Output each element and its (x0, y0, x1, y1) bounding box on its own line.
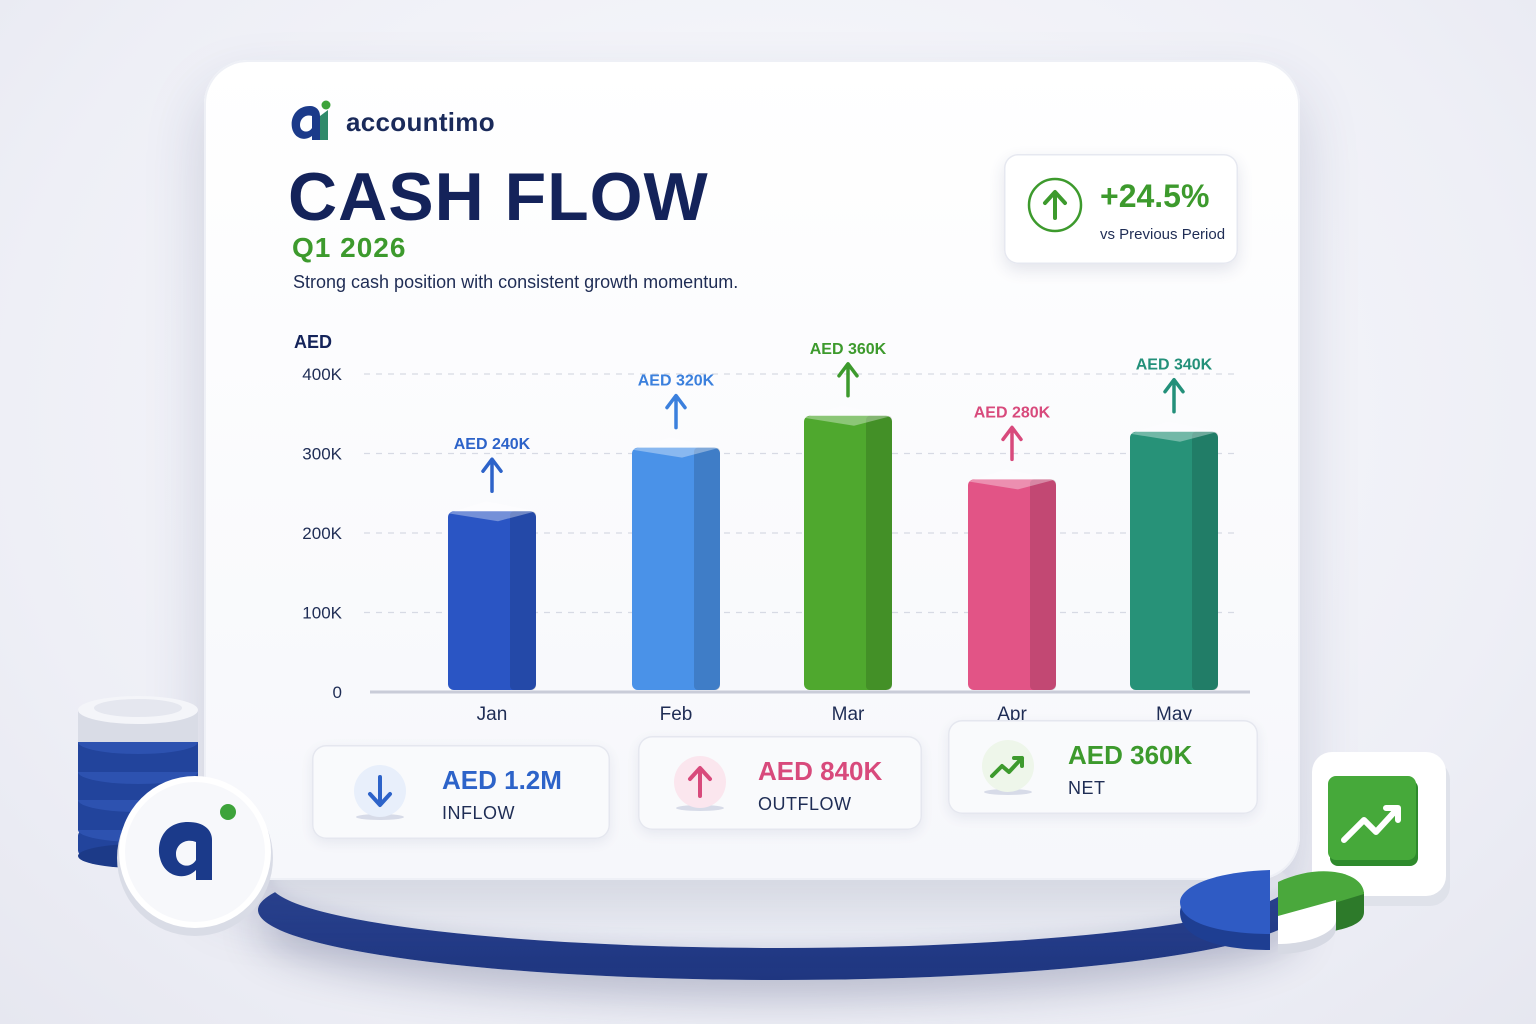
pie-chart-icon (1180, 870, 1364, 954)
bar-data-label: AED 320K (638, 373, 715, 390)
bar-arrow-up-icon (1001, 425, 1023, 462)
bar-top (632, 437, 720, 458)
arrow-down-icon (354, 765, 406, 820)
bar-top (804, 405, 892, 426)
tagline: Strong cash position with consistent gro… (293, 272, 739, 292)
summary-card-inflow: AED 1.2M INFLOW (312, 745, 610, 839)
x-category-label: Feb (660, 704, 693, 725)
trend-tile-icon (1312, 752, 1450, 906)
x-category-label: Apr (997, 704, 1027, 725)
y-tick-layer: 0 100K 200K 300K 400K (302, 365, 342, 702)
bar-side (1030, 479, 1056, 690)
bar-data-label: AED 240K (454, 436, 531, 453)
outflow-value: AED 840K (758, 756, 883, 786)
logo-coin-icon (117, 776, 273, 936)
page-title: CASH FLOW (288, 159, 709, 235)
bar-front (804, 415, 892, 690)
trend-up-icon (982, 740, 1034, 795)
kpi-card: +24.5% vs Previous Period (1004, 154, 1238, 264)
bar-arrow-up-icon (481, 457, 503, 493)
bar-side (694, 447, 720, 690)
bar-front (1130, 431, 1218, 690)
arrow-up-icon (1027, 177, 1083, 233)
bar-top (1130, 421, 1218, 442)
outflow-label: OUTFLOW (758, 794, 852, 814)
y-tick-label: 100K (302, 604, 342, 623)
inflow-label: INFLOW (442, 803, 515, 823)
bar-top (968, 469, 1056, 490)
bar-arrow-up-icon (665, 393, 687, 430)
cash-flow-bar-chart: AED 0 100K 200K 300K 400K AED 240K Jan AED 320… (294, 332, 1250, 725)
bar-side (866, 415, 892, 690)
bar-data-label: AED 360K (810, 341, 887, 358)
bar-arrow-up-icon (1163, 377, 1185, 414)
y-axis-unit: AED (294, 332, 332, 352)
brand-name: accountimo (346, 106, 495, 137)
bar-data-label: AED 280K (974, 404, 1051, 421)
bar-layer: AED 240K Jan AED 320K Feb AED 360K Mar AED 280… (448, 341, 1218, 725)
bar-data-label: AED 340K (1136, 357, 1213, 374)
y-tick-label: 200K (302, 524, 342, 543)
brand-logo: accountimo (288, 98, 495, 146)
kpi-label: vs Previous Period (1100, 226, 1226, 243)
bar-jan: AED 240K Jan (448, 436, 536, 725)
summary-card-net: AED 360K NET (948, 720, 1258, 814)
bar-top (448, 501, 536, 522)
x-category-label: Mar (832, 704, 865, 725)
bar-may: AED 340K May (1130, 357, 1218, 725)
summary-card-outflow: AED 840K OUTFLOW (638, 736, 922, 830)
period-label: Q1 2026 (292, 232, 407, 263)
x-category-label: May (1156, 704, 1192, 725)
y-tick-label: 400K (302, 365, 342, 384)
bar-arrow-up-icon (837, 362, 859, 398)
bar-side (1192, 431, 1218, 690)
y-tick-label: 300K (302, 445, 342, 464)
bar-side (510, 511, 536, 690)
x-category-label: Jan (477, 704, 508, 725)
bar-mar: AED 360K Mar (804, 341, 892, 725)
accountimo-logo-icon (291, 100, 331, 140)
net-value: AED 360K (1068, 740, 1193, 770)
kpi-value: +24.5% (1100, 178, 1210, 214)
bar-front (448, 511, 536, 690)
bar-feb: AED 320K Feb (632, 373, 720, 725)
y-tick-label: 0 (333, 683, 342, 702)
inflow-value: AED 1.2M (442, 765, 562, 795)
bar-front (632, 447, 720, 690)
arrow-up-icon (674, 756, 726, 811)
net-label: NET (1068, 778, 1106, 798)
bar-apr: AED 280K Apr (968, 404, 1056, 725)
bar-front (968, 479, 1056, 690)
